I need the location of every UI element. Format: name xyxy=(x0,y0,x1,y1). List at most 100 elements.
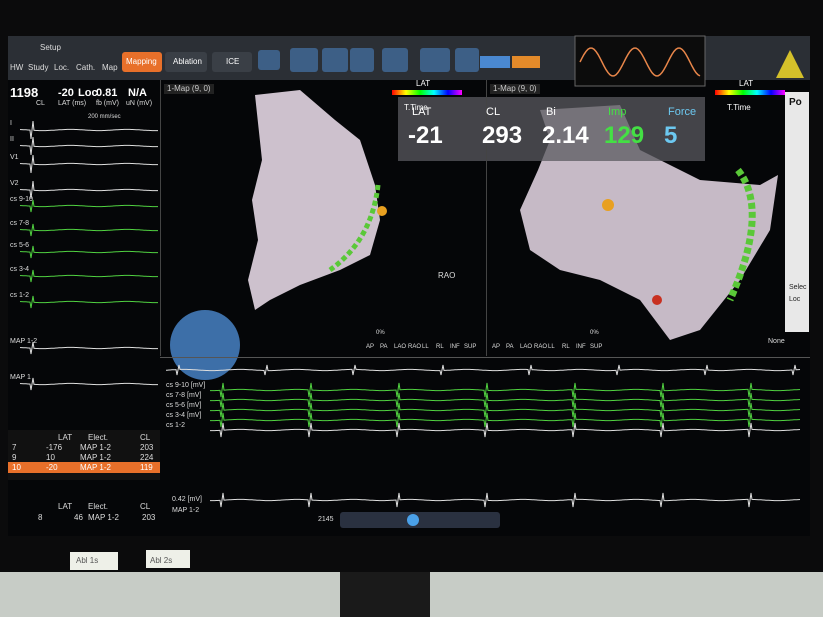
table-cell: 203 xyxy=(140,443,154,452)
table-header: CL xyxy=(140,502,151,511)
table-cell: 224 xyxy=(140,453,154,462)
selected-row xyxy=(8,462,160,473)
trace xyxy=(166,364,801,376)
view-button: LL xyxy=(548,344,555,350)
trace xyxy=(19,120,158,140)
signal-label: I xyxy=(10,120,12,127)
channel-label: cs 7-8 [mV] xyxy=(166,392,202,399)
toolbar-title: Setup xyxy=(40,43,61,52)
trace xyxy=(19,295,158,309)
toolbar-tab: HW xyxy=(10,63,24,72)
view-button: RAO xyxy=(408,344,422,350)
channel-label: cs 1-2 xyxy=(166,422,186,429)
channel-label: cs 3-4 [mV] xyxy=(166,412,202,419)
scale-sub: T.Time xyxy=(404,103,428,112)
signal-label: II xyxy=(10,136,14,143)
player-bar xyxy=(340,512,500,528)
table-cell: -176 xyxy=(46,443,63,452)
table-cell: 203 xyxy=(142,513,156,522)
signal-label: V2 xyxy=(10,180,19,187)
trace xyxy=(19,245,158,259)
view-button: SUP xyxy=(590,344,603,350)
readout-value: 0.81 xyxy=(96,87,118,99)
readout-value: 1198 xyxy=(10,85,39,100)
mini-trace xyxy=(579,47,701,77)
trace xyxy=(19,154,158,174)
table-header: LAT xyxy=(58,433,73,442)
signal-label: cs 1-2 xyxy=(10,292,30,299)
signal-label: V1 xyxy=(10,154,19,161)
view-button: RAO xyxy=(534,344,548,350)
table-cell: 10 xyxy=(46,453,55,462)
tab xyxy=(212,52,252,72)
signal-label: MAP 1 xyxy=(10,374,31,381)
metric-header: LAT xyxy=(412,106,432,118)
metric-header: Bi xyxy=(546,106,556,118)
table-cell: -20 xyxy=(46,463,58,472)
trace xyxy=(210,492,801,508)
catheter-points xyxy=(726,167,756,302)
dropdown: None xyxy=(768,338,785,345)
channel-label: cs 5-6 [mV] xyxy=(166,402,202,409)
trace xyxy=(210,402,801,418)
view-button: AP xyxy=(492,344,501,350)
panel-item: Selec xyxy=(789,284,807,291)
toolbar-tab: Cath. xyxy=(76,63,96,72)
mini-trace-box xyxy=(574,35,706,87)
point xyxy=(377,206,387,216)
signal-label: cs 5-6 xyxy=(10,242,30,249)
trace xyxy=(19,223,158,237)
signal-label: cs 9-10 xyxy=(10,196,33,203)
readout-label: fb (mV) xyxy=(96,100,119,107)
metric-header: Imp xyxy=(608,106,627,118)
heart-model-left xyxy=(248,90,380,310)
view-button: INF xyxy=(576,344,586,350)
sticky-note xyxy=(70,552,118,570)
table-header: Elect. xyxy=(88,502,109,511)
panel-item: Loc xyxy=(789,296,801,303)
trace xyxy=(19,377,158,391)
table-cell: MAP 1-2 xyxy=(80,453,111,462)
trace xyxy=(210,382,801,398)
table-cell: MAP 1-2 xyxy=(80,443,111,452)
readout-label: uN (mV) xyxy=(126,100,153,107)
view-label: RAO xyxy=(438,271,456,280)
metric-value: 129 xyxy=(604,122,645,149)
metric-value: 2.14 xyxy=(542,122,589,149)
table-header: Elect. xyxy=(88,433,109,442)
channel-label: cs 9-10 [mV] xyxy=(166,382,206,389)
scale-title: LAT xyxy=(416,79,431,88)
color-scale xyxy=(392,90,462,95)
trace xyxy=(210,422,801,438)
trace xyxy=(19,341,158,355)
view-button: AP xyxy=(366,344,375,350)
table-cell: 7 xyxy=(12,443,17,452)
metrics-panel xyxy=(398,97,705,161)
metric-value: 293 xyxy=(482,122,523,149)
table-cell: 8 xyxy=(38,513,43,522)
trace xyxy=(210,412,801,428)
sticky-note xyxy=(146,550,190,568)
view-button: RL xyxy=(562,344,570,350)
right-panel xyxy=(785,92,809,332)
traces xyxy=(19,120,801,508)
mode-tab: Mapping xyxy=(126,57,157,66)
readout-label: CL xyxy=(36,100,45,107)
signal-label: cs 3-4 xyxy=(10,266,30,273)
readout-value: N/A xyxy=(128,87,147,99)
view-button: PA xyxy=(506,344,514,350)
signal-label: MAP 1-2 xyxy=(10,338,38,345)
readout-label: LAT (ms) xyxy=(58,100,87,107)
time-label: 2145 xyxy=(318,516,334,523)
trace xyxy=(19,136,158,156)
scale-sub: T.Time xyxy=(727,103,751,112)
trace xyxy=(19,180,158,200)
sticky-note-text: Abl 2s xyxy=(150,556,173,565)
view-button: SUP xyxy=(464,344,477,350)
table-cell: MAP 1-2 xyxy=(88,513,119,522)
play-button xyxy=(407,514,419,526)
scale-title: LAT xyxy=(739,79,754,88)
toolbar-tab: Loc. xyxy=(54,63,70,72)
